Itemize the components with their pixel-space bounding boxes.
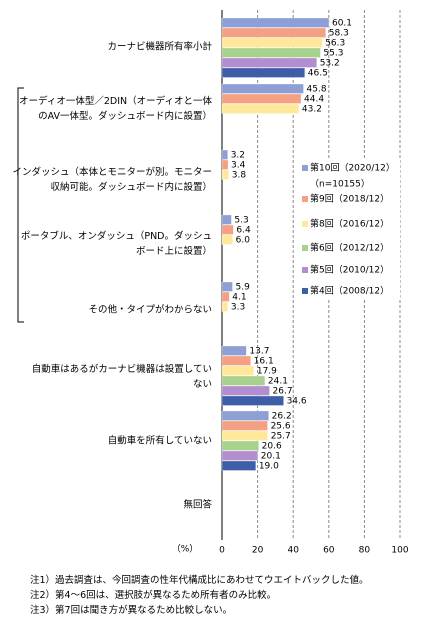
bar xyxy=(221,355,251,366)
legend-swatch xyxy=(302,267,308,273)
x-tick-label: 100 xyxy=(391,546,408,556)
legend-swatch xyxy=(302,288,308,294)
value-label: 25.7 xyxy=(271,432,291,442)
category-label: カーナビ機器所有率小計 xyxy=(107,41,212,53)
legend-swatch xyxy=(302,196,308,202)
bar xyxy=(221,460,256,471)
bar xyxy=(221,17,330,28)
value-label: 26.2 xyxy=(272,412,292,422)
legend-label: 第10回（2020/12） xyxy=(310,162,395,174)
value-label: 19.0 xyxy=(259,462,279,472)
bar xyxy=(221,37,323,48)
legend-swatch xyxy=(302,221,308,227)
x-tick-label: 60 xyxy=(323,546,335,556)
x-tick-label: 0 xyxy=(219,546,225,556)
value-label: 44.4 xyxy=(304,95,324,105)
bar xyxy=(221,281,233,292)
category-label: 無回答 xyxy=(183,499,212,511)
value-label: 3.4 xyxy=(231,161,246,171)
footnote: 注1）過去調査は、今回調査の性年代構成比にあわせてウエイトバックした値。 xyxy=(30,575,369,586)
value-label: 20.1 xyxy=(261,452,281,462)
value-label: 5.9 xyxy=(236,283,251,293)
value-label: 16.1 xyxy=(254,357,274,367)
category-label: 自動車はあるがカーナビ機器は設置してい ない xyxy=(31,364,212,390)
bar xyxy=(221,365,255,376)
value-label: 43.2 xyxy=(302,105,322,115)
bar xyxy=(221,83,304,94)
legend-box xyxy=(298,158,400,300)
value-label: 53.2 xyxy=(320,59,340,69)
bar xyxy=(221,234,233,245)
value-label: 34.6 xyxy=(287,397,307,407)
bar xyxy=(221,291,230,302)
bar xyxy=(221,440,259,451)
legend-label: 第5回（2010/12） xyxy=(310,264,389,276)
bar xyxy=(221,103,300,114)
bar xyxy=(221,450,258,461)
bar xyxy=(221,410,269,421)
value-label: 3.8 xyxy=(232,171,247,181)
value-label: 6.0 xyxy=(236,236,251,246)
category-label: その他・タイプがわからない xyxy=(88,304,212,316)
category-label: インダッシュ（本体とモニターが別。モニター 収納可能。ダッシュボード内に設置） xyxy=(12,167,212,193)
bar xyxy=(221,224,234,235)
value-label: 20.6 xyxy=(262,442,282,452)
bar xyxy=(221,159,229,170)
x-tick-label: 40 xyxy=(287,546,299,556)
bar xyxy=(221,93,302,104)
bar xyxy=(221,57,317,68)
value-label: 4.1 xyxy=(232,293,246,303)
footnote: 注3）第7回は聞き方が異なるため比較しない。 xyxy=(30,605,233,616)
value-label: 17.9 xyxy=(257,367,277,377)
value-label: 60.1 xyxy=(332,19,352,29)
value-label: 13.7 xyxy=(249,347,269,357)
legend-note: （n=10155） xyxy=(310,179,370,190)
bar xyxy=(221,301,229,312)
value-label: 6.4 xyxy=(236,226,251,236)
bar xyxy=(221,169,229,180)
category-label: ポータブル、オンダッシュ（PND。ダッシュ ボード上に設置） xyxy=(20,231,212,257)
value-label: 5.3 xyxy=(234,216,248,226)
bar xyxy=(221,420,268,431)
bar xyxy=(221,430,268,441)
value-label: 25.6 xyxy=(271,422,291,432)
legend-swatch xyxy=(302,165,308,171)
category-label: オーディオ一体型／2DIN（オーディオと一体 のAV一体型。ダッシュボード内に設… xyxy=(19,96,212,122)
legend-label: 第8回（2016/12） xyxy=(310,218,389,230)
bar xyxy=(221,385,270,396)
value-label: 3.3 xyxy=(231,303,245,313)
bracket xyxy=(17,87,24,323)
value-label: 55.3 xyxy=(323,49,343,59)
footnote: 注2）第4～6回は、選択肢が異なるため所有者のみ比較。 xyxy=(30,590,277,601)
x-tick-label: 20 xyxy=(252,546,264,556)
value-label: 3.2 xyxy=(231,151,245,161)
bar xyxy=(221,47,321,58)
bar xyxy=(221,375,266,386)
value-label: 56.3 xyxy=(325,39,345,49)
value-label: 24.1 xyxy=(268,377,288,387)
bar xyxy=(221,214,232,225)
legend-swatch xyxy=(302,245,308,251)
legend-label: 第4回（2008/12） xyxy=(310,285,389,297)
bar xyxy=(221,345,247,356)
bar xyxy=(221,67,305,78)
legend-label: 第9回（2018/12） xyxy=(310,193,389,205)
x-axis-label: （%） xyxy=(172,544,199,555)
value-label: 58.3 xyxy=(329,29,349,39)
bar xyxy=(221,149,228,160)
legend-label: 第6回（2012/12） xyxy=(310,242,389,254)
value-label: 46.5 xyxy=(308,69,328,79)
value-label: 45.8 xyxy=(307,85,327,95)
bar xyxy=(221,27,326,38)
x-tick-label: 80 xyxy=(359,546,371,556)
bar xyxy=(221,395,284,406)
value-label: 26.7 xyxy=(273,387,293,397)
category-label: 自動車を所有していない xyxy=(107,435,212,447)
